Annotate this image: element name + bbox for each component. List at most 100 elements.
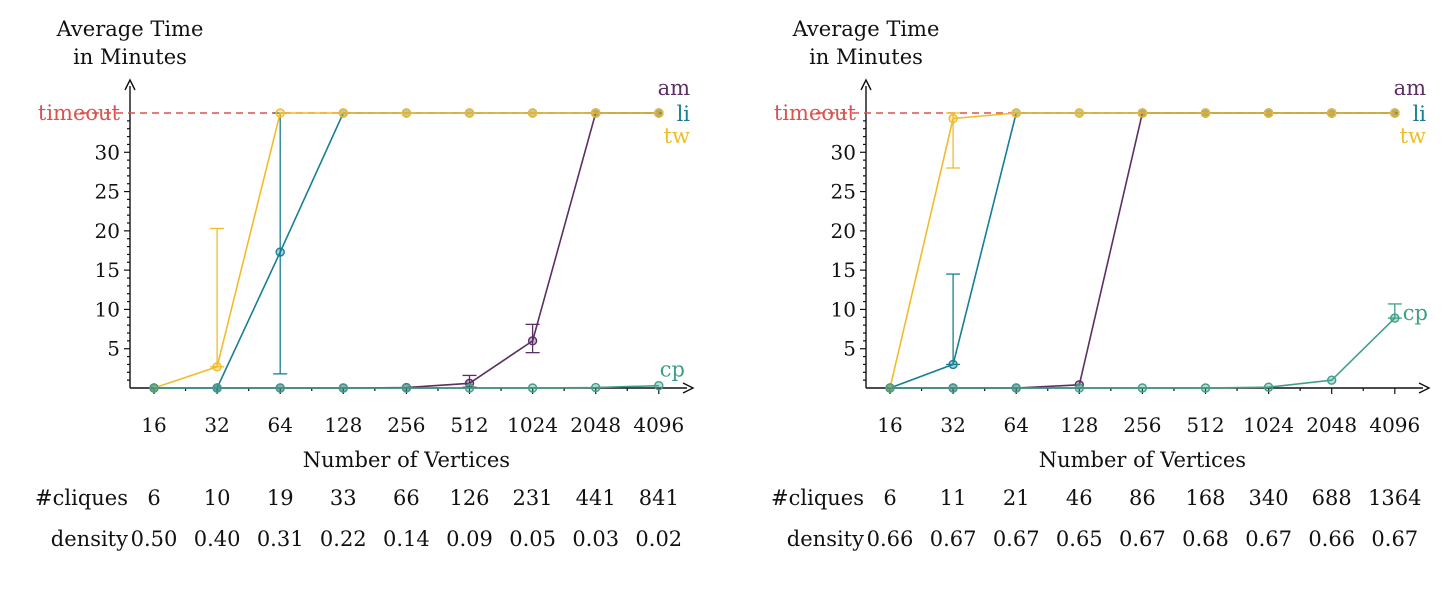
x-tick-label: 16 [877, 413, 902, 437]
y-axis-arrow [124, 78, 136, 91]
y-tick-label: 15 [831, 258, 856, 282]
data-point [1263, 108, 1274, 118]
data-point [401, 383, 412, 393]
series-label-cp: cp [1403, 301, 1428, 325]
chart-1: Average Time in Minutes 5 10 15 20 25 30 16 32 64 1… [35, 17, 695, 551]
table-row-label: density [787, 527, 864, 551]
data-point [591, 108, 601, 118]
timeout-label: timeout [774, 101, 857, 125]
y-tick-label: 20 [95, 219, 120, 243]
x-tick-label: 2048 [570, 413, 621, 437]
data-point [149, 383, 159, 393]
data-point [654, 108, 664, 118]
x-axis-label: Number of Vertices [1039, 448, 1246, 472]
series-line [154, 384, 659, 389]
data-point [1326, 108, 1337, 118]
x-tick-label: 256 [1123, 413, 1161, 437]
x-tick-label: 128 [1060, 413, 1098, 437]
table-cell: 0.67 [993, 527, 1040, 551]
series-label-tw: tw [664, 124, 690, 148]
y-tick-label: 5 [843, 337, 856, 361]
y-tick-label: 30 [95, 140, 120, 164]
data-point [1137, 108, 1148, 118]
series-cp [149, 380, 664, 393]
data-point [1074, 383, 1085, 393]
data-point [464, 383, 475, 393]
x-tick-label: 4096 [1369, 413, 1420, 437]
data-point [401, 108, 412, 118]
series-tw [885, 108, 1400, 393]
series-line [153, 112, 659, 389]
x-tick-label: 512 [1186, 413, 1224, 437]
table-cell: 0.14 [383, 527, 430, 551]
data-point [1263, 382, 1274, 392]
series-label-am: am [658, 76, 691, 100]
table-cell: 46 [1066, 486, 1093, 510]
table-cell: 340 [1249, 486, 1289, 510]
y-tick-label: 10 [831, 297, 856, 321]
y-axis-label: Average Time [792, 17, 940, 41]
data-point [948, 113, 958, 124]
chart-2: Average Time in Minutes 5 10 15 20 25 30 16 32 64 1… [771, 17, 1431, 551]
x-tick-label: 64 [1003, 413, 1028, 437]
table-cell: 0.09 [446, 527, 493, 551]
data-point [591, 382, 601, 393]
data-point [527, 108, 538, 118]
table-cell: 441 [576, 486, 616, 510]
data-point [527, 383, 538, 393]
data-point [275, 247, 285, 257]
x-tick-label: 32 [940, 413, 965, 437]
data-point [338, 108, 348, 118]
table-cell: 0.67 [930, 527, 977, 551]
y-axis-label: in Minutes [73, 45, 187, 69]
x-tick-label: 32 [204, 413, 229, 437]
table-cell: 0.31 [257, 527, 304, 551]
table-cell: 0.22 [320, 527, 367, 551]
data-point [1326, 375, 1337, 385]
series-am [149, 108, 664, 393]
table-cell: 6 [883, 486, 896, 510]
data-point [1200, 383, 1211, 393]
x-tick-label: 64 [267, 413, 292, 437]
series-am [885, 108, 1400, 393]
data-point [1137, 383, 1148, 393]
series-line [154, 112, 659, 389]
series-label-tw: tw [1400, 124, 1426, 148]
table-cell: 0.68 [1182, 527, 1229, 551]
series-label-li: li [677, 102, 691, 126]
timeout-label: timeout [38, 101, 121, 125]
data-point [212, 383, 222, 393]
table-cell: 6 [147, 486, 160, 510]
table-cell: 86 [1129, 486, 1156, 510]
table-cell: 231 [513, 486, 553, 510]
table-cell: 841 [639, 486, 679, 510]
data-point [1390, 108, 1400, 118]
x-tick-label: 128 [324, 413, 362, 437]
table-cell: 0.67 [1119, 527, 1166, 551]
x-axis-label: Number of Vertices [303, 448, 510, 472]
table-cell: 0.65 [1056, 527, 1103, 551]
table-cell: 0.40 [194, 527, 241, 551]
table-cell: 33 [330, 486, 357, 510]
x-axis-arrow [682, 382, 695, 394]
y-axis-label: in Minutes [809, 45, 923, 69]
table-row-label: #cliques [35, 486, 128, 510]
y-axis-label: Average Time [56, 17, 204, 41]
series-line [889, 112, 1395, 389]
x-tick-label: 4096 [633, 413, 684, 437]
y-tick-label: 10 [95, 297, 120, 321]
table-row-label: #cliques [771, 486, 864, 510]
table-cell: 0.66 [1308, 527, 1355, 551]
table-cell: 0.67 [1245, 527, 1292, 551]
data-point [212, 362, 222, 372]
table-cell: 0.50 [131, 527, 178, 551]
data-point [948, 383, 958, 393]
series-line [154, 112, 659, 389]
data-point [654, 380, 664, 391]
table-cell: 11 [940, 486, 967, 510]
x-tick-label: 256 [387, 413, 425, 437]
y-tick-label: 30 [831, 140, 856, 164]
y-tick-label: 15 [95, 258, 120, 282]
x-tick-label: 16 [141, 413, 166, 437]
